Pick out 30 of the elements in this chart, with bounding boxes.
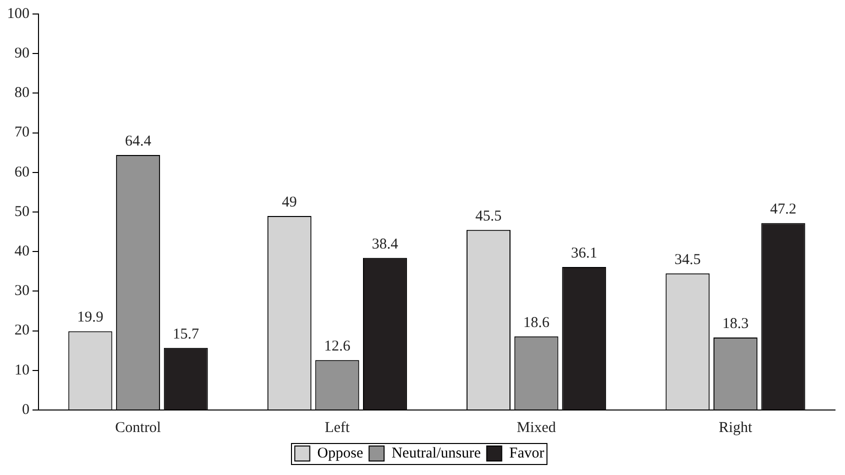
- data-label: 34.5: [674, 252, 701, 268]
- data-label: 18.3: [722, 316, 749, 332]
- y-tick-label: 40: [14, 244, 30, 260]
- x-tick-label: Control: [115, 420, 161, 436]
- y-tick-label: 60: [14, 164, 30, 180]
- legend-label: Neutral/unsure: [392, 445, 482, 462]
- data-label: 45.5: [475, 208, 502, 224]
- data-label: 38.4: [372, 236, 399, 252]
- data-label: 64.4: [124, 133, 152, 150]
- y-tick-label: 0: [22, 402, 30, 418]
- x-tick-label: Mixed: [516, 420, 556, 436]
- y-tick-label: 30: [14, 283, 30, 300]
- data-label: 49: [282, 194, 297, 210]
- y-tick-label: 70: [14, 124, 30, 141]
- data-label: 19.9: [77, 310, 104, 326]
- x-tick-label: Left: [324, 420, 351, 436]
- legend-label: Oppose: [317, 445, 364, 462]
- y-tick-label: 80: [14, 85, 30, 102]
- y-tick-label: 10: [14, 362, 30, 378]
- data-label: 12.6: [324, 338, 351, 355]
- y-tick-label: 20: [14, 322, 30, 339]
- data-label: 36.1: [570, 245, 598, 262]
- data-label: 18.6: [523, 314, 550, 331]
- data-label: 15.7: [172, 326, 200, 342]
- y-tick-label: 50: [14, 204, 30, 220]
- data-label: 47.2: [770, 202, 796, 218]
- legend-label: Favor: [509, 445, 544, 462]
- y-tick-label: 100: [7, 6, 30, 22]
- x-tick-label: Right: [718, 420, 753, 436]
- y-tick-label: 90: [14, 46, 30, 62]
